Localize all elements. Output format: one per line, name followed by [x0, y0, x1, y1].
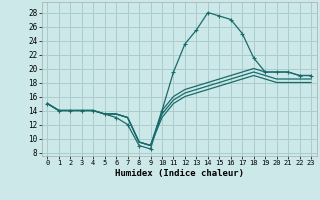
X-axis label: Humidex (Indice chaleur): Humidex (Indice chaleur) [115, 169, 244, 178]
